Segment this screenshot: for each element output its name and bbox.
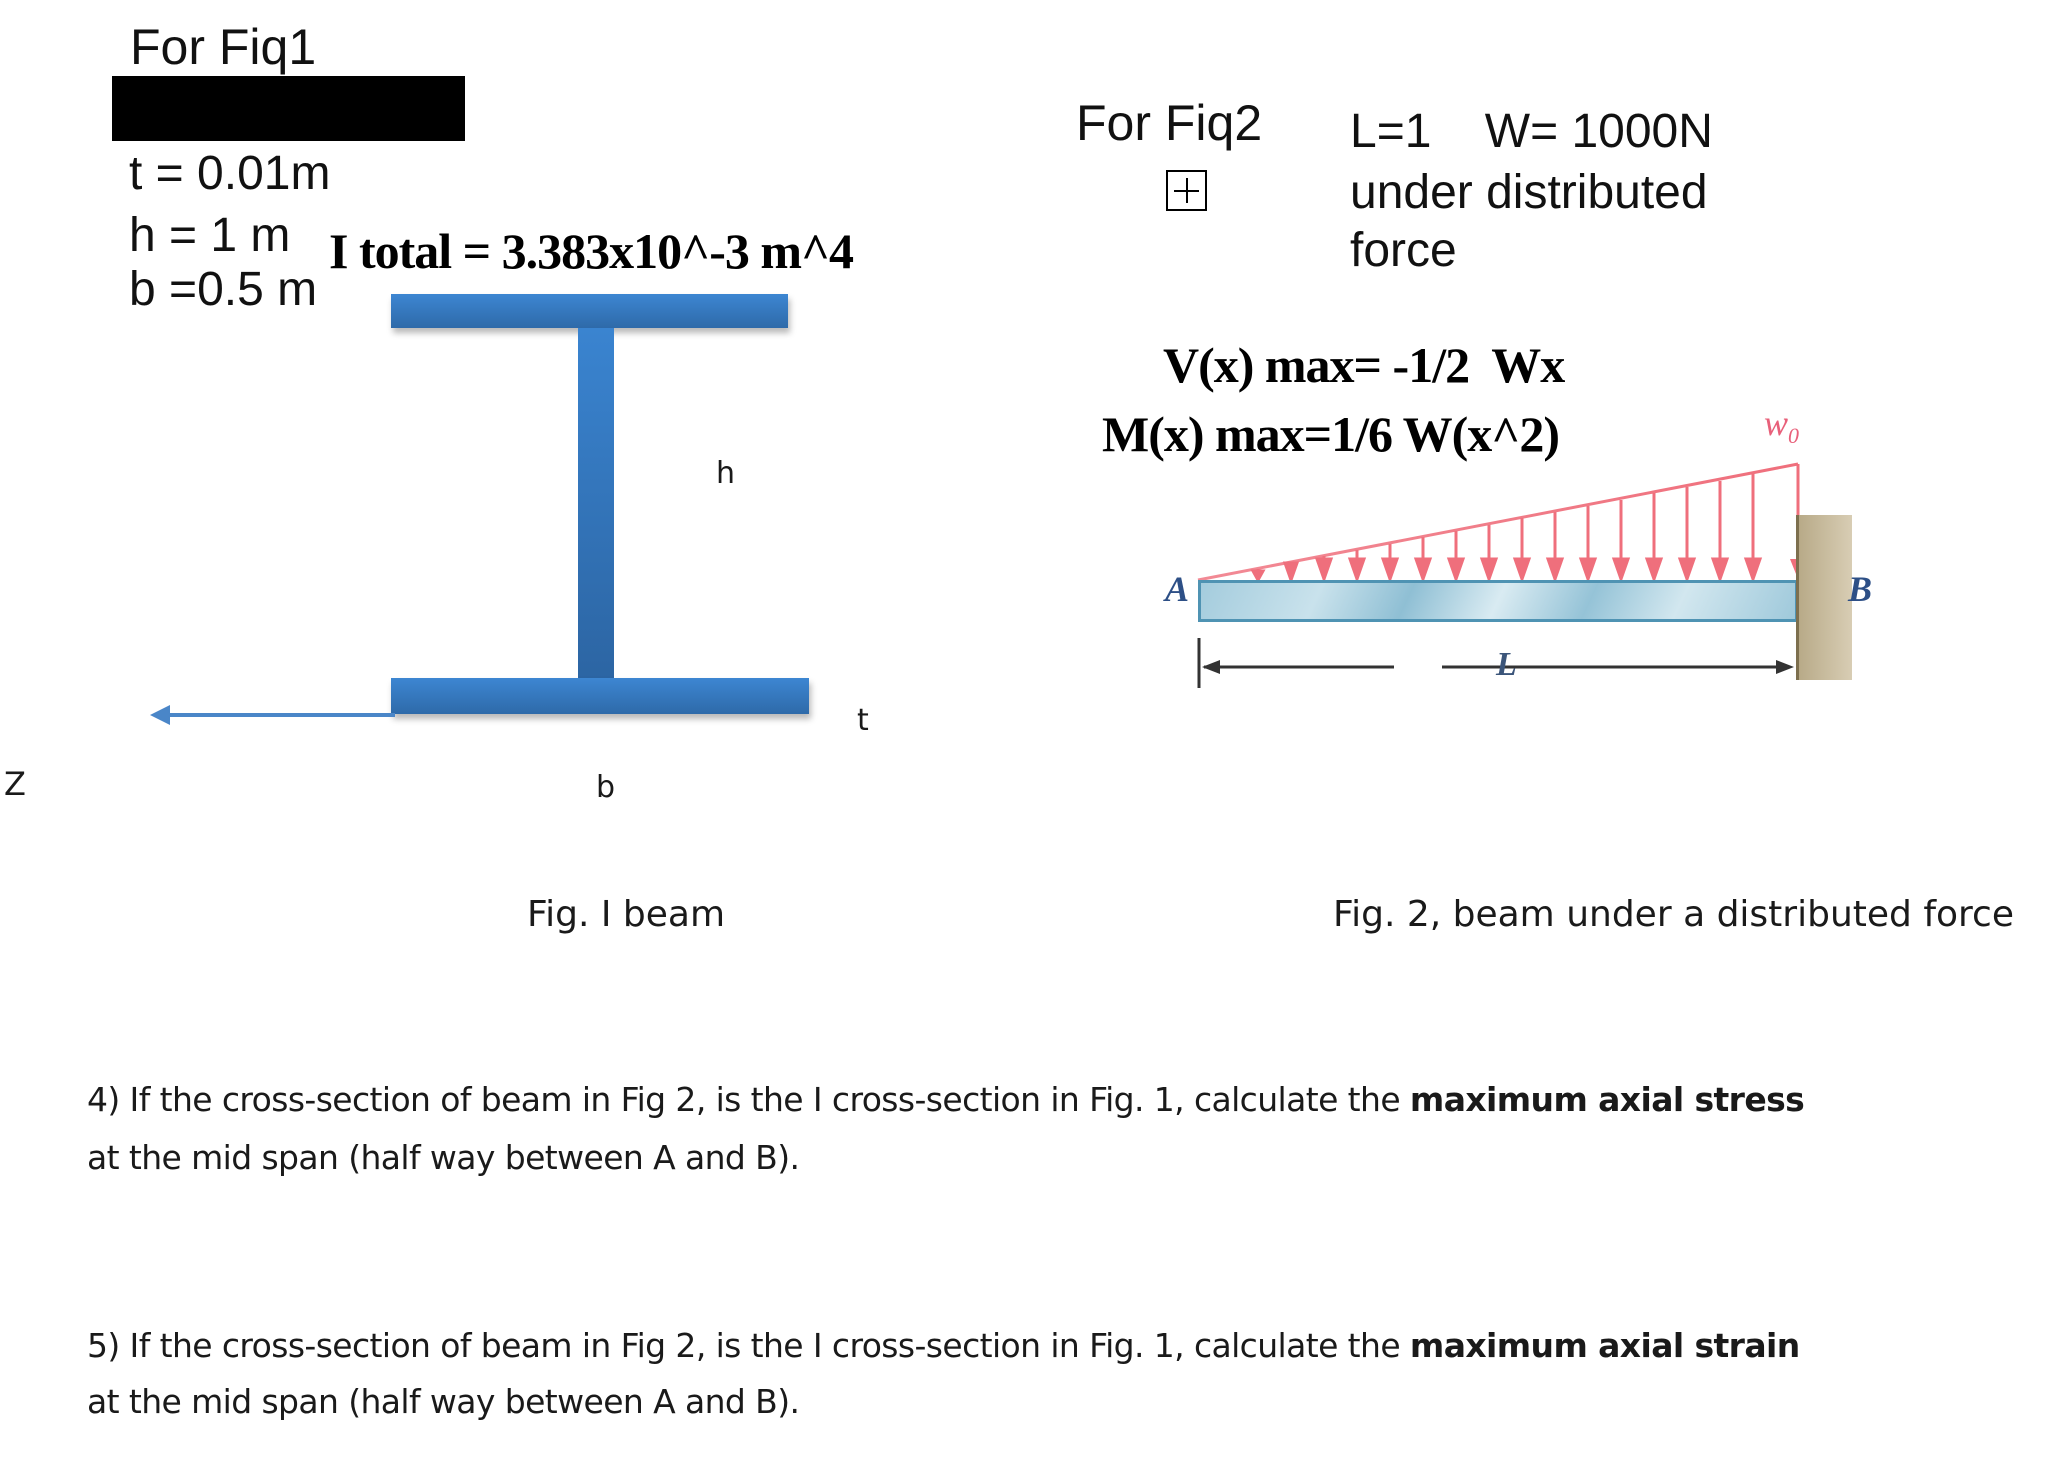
label-z: Z [4,765,26,803]
fig2-heading: For Fiq2 [1076,95,1263,151]
given-line-1: L=1 W= 1000N [1350,105,1713,158]
fixed-wall-support [1796,515,1852,680]
redacted-block [112,76,465,141]
load-label-w0: w0 [1764,402,1799,449]
param-b: b =0.5 m [129,263,318,316]
fig1-caption: Fig. I beam [527,894,726,935]
beam-body [1198,580,1798,622]
moment-equation: M(x) max=1/6 W(x^2) [1102,406,1560,462]
end-label-b: B [1848,569,1873,609]
question-5-line-1: 5) If the cross-section of beam in Fig 2… [87,1326,1800,1365]
bottom-flange [391,678,809,714]
question-5-text: 5) If the cross-section of beam in Fig 2… [87,1326,1410,1365]
question-5-emphasis: maximum axial strain [1409,1326,1800,1365]
question-4-text: 4) If the cross-section of beam in Fig 2… [87,1080,1410,1119]
question-5-line-2: at the mid span (half way between A and … [87,1382,800,1421]
fig1-heading: For Fiq1 [130,19,317,75]
plus-box-icon [1166,170,1207,211]
question-4-emphasis: maximum axial stress [1409,1080,1805,1119]
given-line-2: under distributed [1350,166,1708,219]
span-dimension-line [1197,638,1794,688]
top-flange [391,294,788,328]
end-label-a: A [1165,569,1190,609]
web [578,328,614,680]
inertia-total: I total = 3.383x10^-3 m^4 [329,223,854,279]
label-h: h [716,456,736,491]
label-t: t [857,703,869,738]
span-label-l: L [1496,646,1517,683]
distributed-load-arrows [1197,462,1806,585]
load-label-subscript: 0 [1788,423,1800,449]
given-line-3: force [1350,224,1457,277]
load-label-w: w [1764,403,1789,443]
fig2-caption: Fig. 2, beam under a distributed force [1333,894,2014,935]
param-h: h = 1 m [129,209,291,262]
question-4-line-2: at the mid span (half way between A and … [87,1138,800,1177]
question-4-line-1: 4) If the cross-section of beam in Fig 2… [87,1080,1805,1119]
shear-equation: V(x) max= -1/2 Wx [1163,337,1565,393]
param-t: t = 0.01m [129,147,331,200]
label-b: b [596,770,616,805]
z-axis-arrow-icon [150,705,395,725]
